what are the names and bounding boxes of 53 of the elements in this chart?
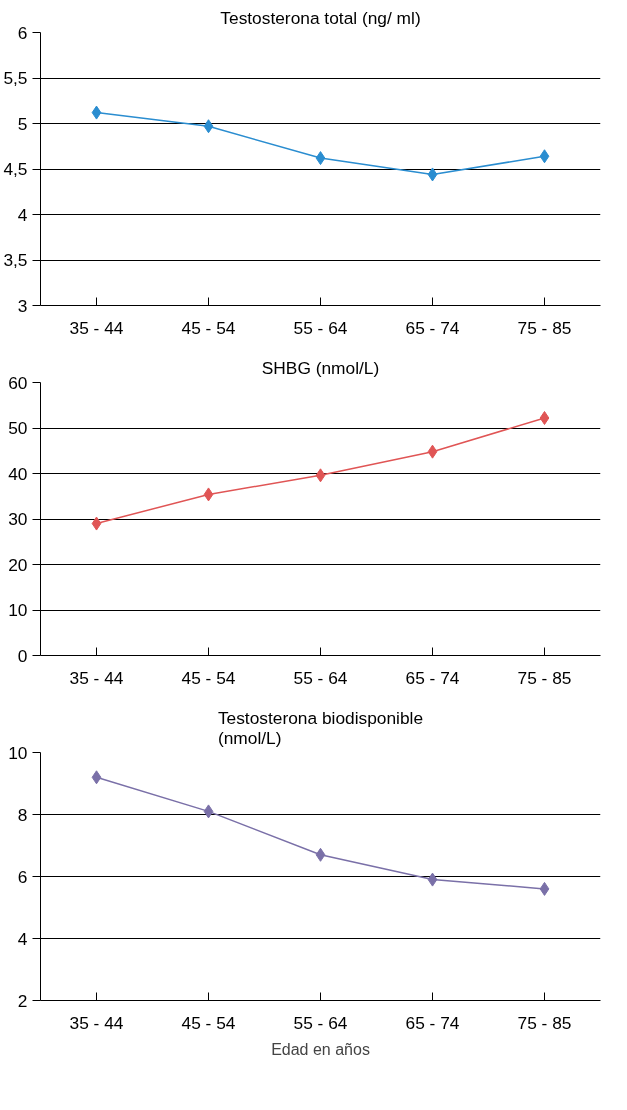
chart-title: Testosterona biodisponible (nmol/L) bbox=[217, 707, 424, 748]
point bbox=[91, 516, 102, 531]
y-tick-label: 8 bbox=[17, 804, 28, 825]
y-tick-label: 4 bbox=[17, 928, 28, 949]
x-tick-label: 75 - 85 bbox=[517, 667, 572, 688]
y-tick-label: 20 bbox=[8, 554, 28, 575]
x-tick-label: 35 - 44 bbox=[69, 317, 124, 338]
point bbox=[91, 105, 102, 120]
y-tick-label: 4 bbox=[17, 204, 28, 225]
x-tick-label: 65 - 74 bbox=[405, 667, 460, 688]
y-tick-label: 5 bbox=[17, 113, 28, 134]
point bbox=[427, 444, 438, 459]
point bbox=[91, 770, 102, 785]
point bbox=[315, 151, 326, 166]
y-tick-label: 6 bbox=[17, 22, 28, 43]
y-tick-label: 40 bbox=[8, 463, 28, 484]
point bbox=[539, 410, 550, 425]
point bbox=[203, 804, 214, 819]
y-tick-label: 3,5 bbox=[3, 250, 28, 270]
y-tick-label: 60 bbox=[8, 372, 28, 393]
y-tick-label: 10 bbox=[8, 600, 28, 620]
point bbox=[203, 487, 214, 502]
point bbox=[427, 872, 438, 887]
point bbox=[203, 119, 214, 134]
y-tick-label: 10 bbox=[8, 742, 28, 763]
y-tick-label: 5,5 bbox=[3, 68, 28, 88]
point bbox=[315, 468, 326, 483]
y-tick-label: 6 bbox=[17, 866, 28, 887]
y-tick-label: 50 bbox=[8, 418, 28, 438]
x-tick-label: 75 - 85 bbox=[517, 317, 572, 338]
x-tick-label: 55 - 64 bbox=[293, 1012, 348, 1033]
point bbox=[315, 847, 326, 862]
x-tick-label: 55 - 64 bbox=[293, 317, 348, 338]
point bbox=[539, 881, 550, 896]
x-tick-label: 35 - 44 bbox=[69, 1012, 124, 1033]
y-tick-label: 3 bbox=[17, 295, 28, 316]
y-tick-label: 2 bbox=[17, 990, 28, 1011]
chart-title: Testosterona total (ng/ ml) bbox=[220, 7, 421, 28]
point bbox=[427, 167, 438, 182]
x-tick-label: 45 - 54 bbox=[181, 667, 236, 688]
x-tick-label: 65 - 74 bbox=[405, 1012, 460, 1033]
x-tick-label: 35 - 44 bbox=[69, 667, 124, 688]
x-tick-label: 65 - 74 bbox=[405, 317, 460, 338]
x-tick-label: 45 - 54 bbox=[181, 1012, 236, 1033]
point bbox=[539, 149, 550, 164]
y-tick-label: 30 bbox=[8, 509, 28, 529]
y-tick-label: 0 bbox=[17, 645, 28, 666]
x-axis-title: Edad en años bbox=[271, 1040, 370, 1058]
x-tick-label: 55 - 64 bbox=[293, 667, 348, 688]
y-tick-label: 4,5 bbox=[3, 159, 28, 179]
chart-title: SHBG (nmol/L) bbox=[261, 357, 380, 378]
x-tick-label: 45 - 54 bbox=[181, 317, 236, 338]
x-tick-label: 75 - 85 bbox=[517, 1012, 572, 1033]
